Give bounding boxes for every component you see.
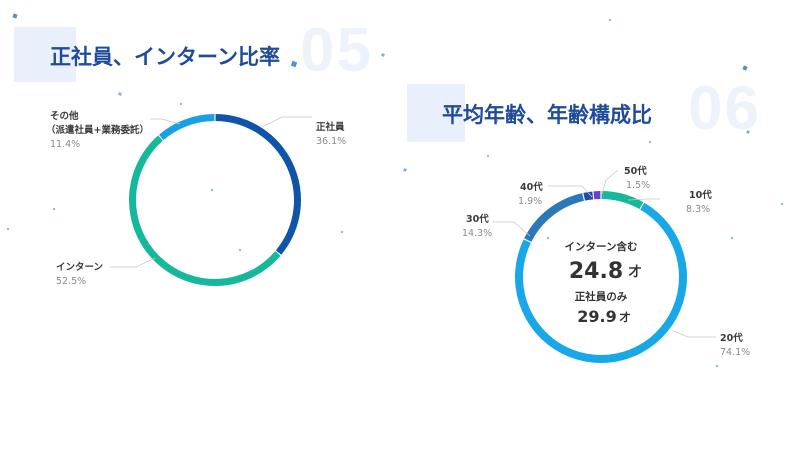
section-number: 06 <box>688 74 761 143</box>
slice-name: 20代 <box>720 332 743 344</box>
decor-cube <box>52 207 56 211</box>
section-title: 平均年齢、年齢構成比 <box>442 103 652 127</box>
decor-cube <box>648 140 652 144</box>
slice-label-seishain: 正社員 36.1% <box>261 116 346 147</box>
decor-cube <box>179 102 183 106</box>
donut-slice-3 <box>524 193 584 242</box>
slice-name: 40代 <box>520 181 543 193</box>
slice-value: 1.9% <box>518 196 542 207</box>
leader-line <box>492 221 531 237</box>
donut-chart-age-ratio <box>515 191 687 363</box>
decor-cube <box>486 154 490 158</box>
section-number: 05 <box>300 16 373 85</box>
slice-label-20s: 20代 74.1% <box>673 330 750 358</box>
center-unit-fulltime: 才 <box>620 310 631 324</box>
leader-line <box>601 169 619 195</box>
slice-name: その他 <box>50 110 79 122</box>
slice-name: 10代 <box>689 189 712 201</box>
slice-value: 8.3% <box>686 204 710 215</box>
decor-cube <box>403 168 407 172</box>
slice-label-intern: インターン 52.5% <box>56 257 156 287</box>
slice-name: 50代 <box>624 165 647 177</box>
donut-slice-4 <box>583 191 594 201</box>
slice-label-10s: 10代 8.3% <box>627 189 712 215</box>
slice-name: 30代 <box>466 213 489 225</box>
decor-cube <box>340 230 344 234</box>
title-accent-box <box>14 27 76 82</box>
slice-name: 正社員 <box>316 121 345 133</box>
decor-cube <box>495 119 499 123</box>
decor-cube <box>6 227 10 231</box>
center-unit-with-intern: 才 <box>628 264 641 280</box>
section-age-ratio: 06 平均年齢、年齢構成比 <box>400 0 800 450</box>
donut-slice-3 <box>158 114 215 141</box>
leader-line <box>548 185 593 198</box>
slice-value: 74.1% <box>720 347 750 358</box>
slice-value: 14.3% <box>462 228 492 239</box>
donut-slice-5 <box>593 191 601 200</box>
slice-value: 36.1% <box>316 136 346 147</box>
slice-value: 11.4% <box>50 139 80 150</box>
slice-label-other: その他 （派遣社員+業務委託） 11.4% <box>46 110 181 150</box>
decor-cube <box>546 236 550 240</box>
center-value-with-intern: 24.8 <box>569 259 623 284</box>
section-title: 正社員、インターン比率 <box>50 45 280 69</box>
leader-line <box>627 198 660 201</box>
decor-cube <box>238 248 242 252</box>
center-label-with-intern: インターン含む <box>565 240 638 253</box>
decor-cube <box>780 202 784 206</box>
slice-name-detail: （派遣社員+業務委託） <box>46 124 149 136</box>
decor-cube <box>118 92 122 96</box>
center-label-fulltime: 正社員のみ <box>575 290 628 303</box>
leader-line <box>261 116 312 128</box>
slice-label-40s: 40代 1.9% <box>518 181 593 207</box>
decor-cube <box>381 53 385 57</box>
section-employee-ratio: 05 正社員、インターン比率 <box>14 16 373 85</box>
slice-label-50s: 50代 1.5% <box>601 165 650 195</box>
donut-center-summary: インターン含む 24.8 才 正社員のみ 29.9 才 <box>565 240 642 326</box>
leader-line <box>673 330 716 338</box>
center-value-fulltime: 29.9 <box>577 307 616 326</box>
leader-line <box>110 257 156 268</box>
slice-name: インターン <box>56 261 103 273</box>
decor-cube <box>730 236 734 240</box>
decorative-cubes <box>6 13 784 368</box>
decor-cube <box>608 18 612 22</box>
donut-slice-1 <box>215 114 302 255</box>
slice-value: 1.5% <box>626 180 650 191</box>
donut-slice-1 <box>601 191 644 210</box>
leader-line <box>150 118 181 125</box>
donut-chart-employee-ratio <box>129 114 302 286</box>
decor-cube <box>290 60 298 68</box>
decor-cube <box>210 188 214 192</box>
decor-cube <box>12 13 18 19</box>
decor-cube <box>746 130 750 134</box>
title-accent-box <box>407 84 465 142</box>
decor-cube <box>715 364 719 368</box>
slice-label-30s: 30代 14.3% <box>462 213 531 239</box>
slice-value: 52.5% <box>56 276 86 287</box>
donut-slice-2 <box>129 135 281 286</box>
decor-cube <box>742 65 748 71</box>
